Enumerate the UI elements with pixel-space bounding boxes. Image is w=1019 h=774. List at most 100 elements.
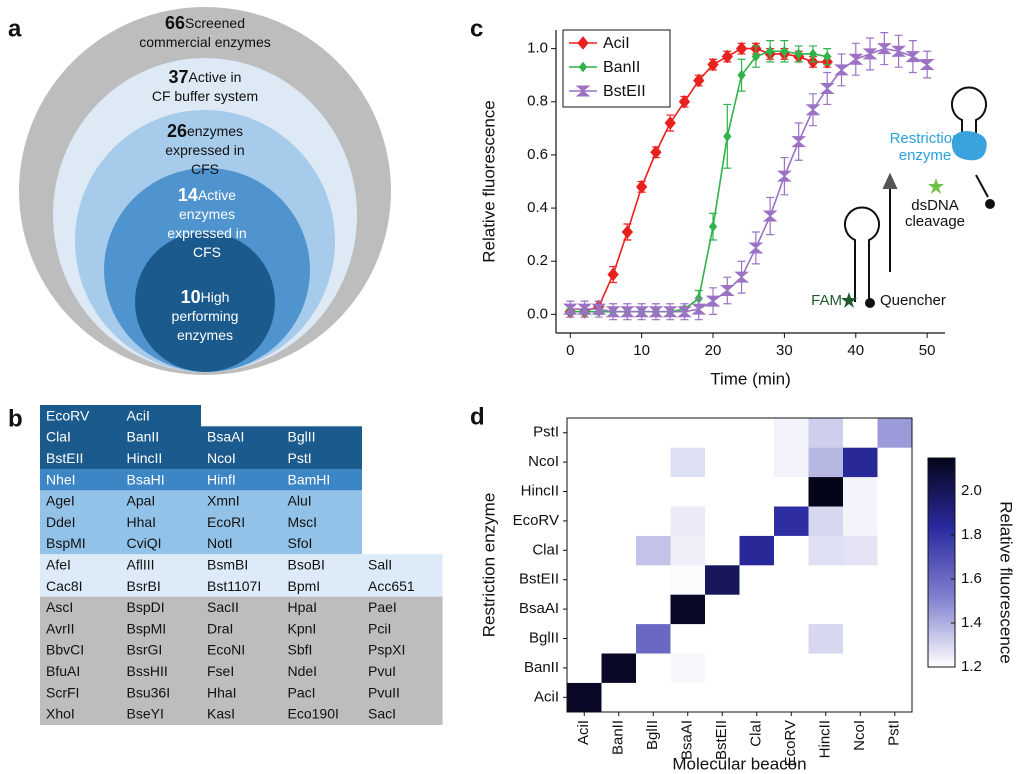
heatmap-cell <box>636 418 671 448</box>
heatmap-cell <box>774 653 809 683</box>
fragment <box>975 174 989 198</box>
table-cell: BspDI <box>127 599 165 615</box>
heatmap-cell <box>567 594 602 625</box>
marker <box>605 306 621 318</box>
marker <box>762 210 778 222</box>
table-cell: Cac8I <box>46 578 83 594</box>
heatmap-cell <box>808 506 844 536</box>
heatmap-cell <box>877 653 913 683</box>
legend-label: BanII <box>603 59 640 76</box>
marker <box>721 49 733 64</box>
table-cell: XmnI <box>207 493 240 509</box>
table-cell: HpaI <box>288 599 318 615</box>
table-cell: AfeI <box>46 556 71 572</box>
count: 10 <box>181 287 201 307</box>
colorbar-tick-label: 1.2 <box>961 658 982 675</box>
marker <box>621 225 634 239</box>
table-row <box>40 468 362 491</box>
marker <box>634 306 650 318</box>
heatmap-cell <box>601 418 637 448</box>
circle-text: 10High <box>181 287 230 307</box>
heatmap-cell <box>808 447 844 478</box>
annotation: FAM <box>811 292 842 309</box>
circle-text: 26enzymes <box>167 121 243 141</box>
table-row <box>40 618 443 640</box>
arrow-head <box>882 172 898 189</box>
heatmap-cell <box>705 535 740 566</box>
annotation: Restriction <box>890 130 961 147</box>
table-cell: CviQI <box>127 535 162 551</box>
table-cell: DdeI <box>46 514 76 530</box>
table-cell: ScrFI <box>46 684 79 700</box>
heatmap-cell <box>705 594 740 625</box>
heatmap-cell <box>774 682 809 713</box>
table-cell: EcoNI <box>207 642 245 658</box>
table-cell: BsmBI <box>207 556 248 572</box>
heatmap-cell <box>774 535 809 566</box>
circle-line: expressed in <box>167 225 246 241</box>
table-cell: BsoBI <box>288 556 325 572</box>
quencher-free <box>985 199 995 209</box>
circle-text: performing <box>172 308 239 324</box>
table-cell: HhaI <box>207 684 237 700</box>
marker <box>693 73 705 88</box>
circle-line: commercial enzymes <box>139 34 270 50</box>
heatmap-cell <box>705 476 740 507</box>
table-cell: BsrBI <box>127 578 161 594</box>
circle-line: High <box>201 289 230 305</box>
heatmap-cell <box>705 682 740 713</box>
fam-star <box>841 292 857 308</box>
heatmap-cell <box>808 476 844 507</box>
y-tick-label: 1.0 <box>527 40 548 57</box>
heatmap-cell <box>601 447 637 478</box>
heatmap-cell <box>877 594 913 625</box>
table-cell: PvuII <box>368 684 400 700</box>
marker <box>705 295 721 307</box>
heatmap-cell <box>843 418 878 448</box>
heatmap-cell <box>636 476 671 507</box>
heatmap-cell <box>705 418 740 448</box>
circle-line: performing <box>172 308 239 324</box>
x-axis-title: Molecular beacon <box>672 754 806 773</box>
heatmap-cell <box>601 594 637 625</box>
heatmap-cell <box>808 653 844 683</box>
marker <box>780 45 789 57</box>
table-row <box>40 575 443 598</box>
y-tick-label: ClaI <box>532 541 559 558</box>
heatmap-cell <box>739 623 775 654</box>
circle-line: Screened <box>185 15 245 31</box>
table-cell: NcoI <box>207 450 236 466</box>
heatmap-cell <box>636 506 671 536</box>
table-cell: AluI <box>288 493 312 509</box>
table-cell: BanII <box>127 429 160 445</box>
circle-line: Active in <box>189 69 242 85</box>
heatmap-cell <box>808 418 844 448</box>
table-cell: BamHI <box>288 471 331 487</box>
table-row <box>40 532 362 555</box>
count: 14 <box>178 185 198 205</box>
y-tick-label: EcoRV <box>513 512 559 529</box>
table-cell: AvrII <box>46 620 75 636</box>
marker <box>823 51 832 62</box>
heatmap-cell <box>774 476 809 507</box>
table-row <box>40 660 443 683</box>
heatmap-cell <box>670 682 706 713</box>
table-cell: NotI <box>207 535 233 551</box>
heatmap-cell <box>843 653 878 683</box>
heatmap-cell <box>567 565 602 595</box>
table-row <box>40 405 201 427</box>
circle-line: Active <box>198 187 236 203</box>
heatmap-cell <box>808 535 844 566</box>
heatmap-cell <box>843 447 878 478</box>
circle-line: expressed in <box>165 142 244 158</box>
heatmap-cell <box>601 623 637 654</box>
circle-text: expressed in <box>167 225 246 241</box>
marker <box>737 69 746 81</box>
circle-text: 66Screened <box>165 13 245 33</box>
marker <box>808 48 818 60</box>
heatmap-cell <box>705 447 740 478</box>
table-cell: PstI <box>288 450 312 466</box>
heatmap-cell <box>670 535 706 566</box>
colorbar-tick-label: 1.4 <box>961 614 982 631</box>
